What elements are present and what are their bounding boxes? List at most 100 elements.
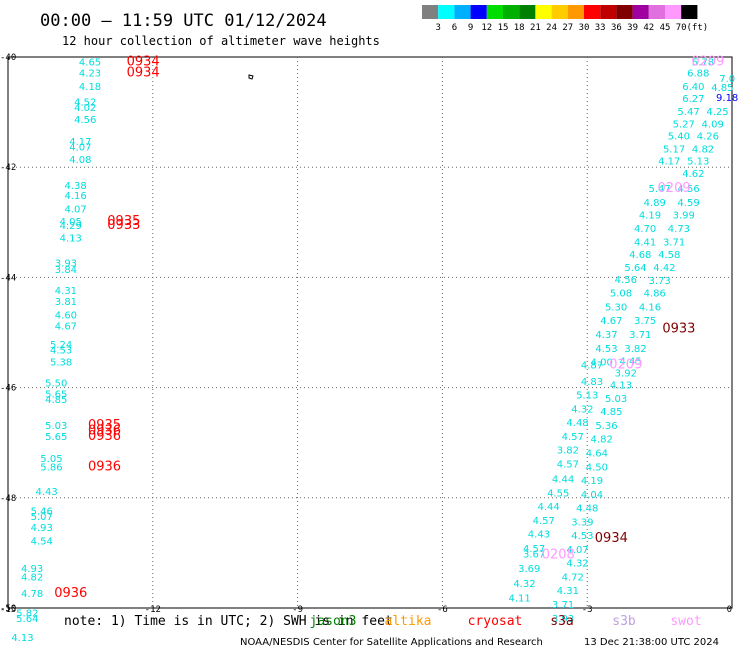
pass-time-label: 0936 [88, 429, 121, 444]
wave-height-value: 4.89 [644, 198, 666, 209]
wave-height-value: 5.50 [45, 378, 67, 389]
colorbar-label: 36 [611, 23, 622, 33]
colorbar-label: 42 [643, 23, 654, 33]
wave-height-value: 4.93 [21, 564, 43, 575]
pass-time-label: 0209 [609, 357, 642, 372]
colorbar-label: 39 [627, 23, 638, 33]
wave-height-value: 4.58 [658, 250, 680, 261]
wave-height-value: 3.71 [663, 237, 685, 248]
wave-height-value: 3.69 [518, 564, 540, 575]
wave-height-value: 4.82 [591, 435, 613, 446]
wave-height-value: 4.19 [581, 476, 603, 487]
wave-height-value: 5.65 [45, 432, 67, 443]
wave-height-value: 4.50 [586, 462, 608, 473]
wave-height-value: 4.56 [677, 184, 699, 195]
colorbar-swatch [551, 5, 568, 19]
wave-height-value: 5.07 [31, 512, 53, 523]
colorbar-label: 9 [468, 23, 473, 33]
y-tick-label: -48 [0, 494, 16, 504]
wave-height-value: 4.53 [595, 344, 617, 355]
y-tick-label: -46 [0, 384, 16, 394]
pass-time-label: 0936 [54, 586, 87, 601]
colorbar-label: (ft) [687, 23, 709, 33]
wave-height-value: 4.44 [552, 474, 574, 485]
x-tick-label: -6 [437, 605, 448, 615]
wave-height-value: 3.92 [615, 369, 637, 380]
wave-height-value: 4.43 [35, 487, 57, 498]
footer-generated: 13 Dec 21:38:00 UTC 2024 [584, 637, 719, 648]
wave-height-value: 5.24 [50, 340, 72, 351]
wave-height-value: 4.45 [620, 356, 642, 367]
wave-height-value: 4.64 [586, 448, 608, 459]
chart-title: 00:00 — 11:59 UTC 01/12/2024 [40, 11, 327, 31]
wave-height-value: 4.42 [653, 263, 675, 274]
y-tick-label: -50 [0, 604, 16, 614]
wave-height-value: 3.93 [55, 258, 77, 269]
wave-height-value: 4.07 [64, 204, 86, 215]
wave-height-value: 4.85 [45, 395, 67, 406]
wave-height-value: 5.08 [610, 289, 632, 300]
wave-height-value: 4.82 [21, 572, 43, 583]
wave-height-value: 5.36 [595, 421, 617, 432]
colorbar-label: 3 [435, 23, 440, 33]
footer-credit: NOAA/NESDIS Center for Satellite Applica… [240, 637, 543, 648]
wave-height-value: 4.83 [581, 377, 603, 388]
wave-height-value: 4.13 [610, 381, 632, 392]
wave-height-value: 4.32 [513, 579, 535, 590]
wave-height-value: 5.40 [668, 132, 690, 143]
wave-height-value: 4.11 [508, 593, 530, 604]
plot-frame [7, 56, 733, 609]
wave-height-value: 4.32 [566, 559, 588, 570]
satellite-legend-item: cryosat [468, 614, 523, 629]
pass-time-label: 0933 [662, 322, 695, 337]
wave-height-value: 6.40 [682, 82, 704, 93]
wave-height-value: 4.57 [557, 459, 579, 470]
colorbar-label: 70 [676, 23, 687, 33]
colorbar-label: 15 [498, 23, 509, 33]
wave-height-value: 3.84 [55, 265, 77, 276]
wave-height-value: 5.13 [576, 391, 598, 402]
wave-height-value: 4.48 [576, 504, 598, 515]
satellite-legend: jason3 altika cryosat s3a s3b swot [310, 614, 702, 629]
wave-height-value: 4.72 [562, 572, 584, 583]
wave-height-value: 4.48 [566, 418, 588, 429]
wave-height-value: 4.16 [639, 302, 661, 313]
colorbar-label: 33 [595, 23, 606, 33]
wave-height-value: 4.17 [658, 156, 680, 167]
satellite-legend-item: swot [670, 614, 701, 629]
wave-height-value: 4.57 [523, 544, 545, 555]
wave-height-value: 4.23 [79, 68, 101, 79]
wave-height-value: 4.04 [581, 490, 603, 501]
x-tick-label: -15 [0, 605, 16, 615]
wave-height-value: 3.71 [552, 600, 574, 611]
wave-height-value: 4.43 [528, 529, 550, 540]
wave-height-value: 6.27 [682, 94, 704, 105]
colorbar-swatch [567, 5, 584, 19]
pass-time-labels: 0934093409350933093509360936093609360209… [54, 54, 724, 601]
wave-height-value: 4.85 [600, 407, 622, 418]
wave-height-value: 4.37 [595, 330, 617, 341]
colorbar-swatch [503, 5, 520, 19]
wave-height-value: 4.32 [571, 404, 593, 415]
pass-time-label: 0209 [691, 54, 724, 69]
wave-height-value: 4.87 [581, 360, 603, 371]
wave-height-value: 5.13 [687, 156, 709, 167]
wave-height-value: 4.68 [629, 250, 651, 261]
colorbar-swatch [632, 5, 649, 19]
wave-height-value: 5.47 [648, 184, 670, 195]
colorbar-swatch [665, 5, 682, 19]
colorbar-swatch [438, 5, 455, 19]
footer-note: note: 1) Time is in UTC; 2) SWH is in fe… [64, 614, 393, 629]
wave-height-value: 5.30 [605, 302, 627, 313]
wave-height-value: 4.78 [21, 589, 43, 600]
wave-height-value: 3.81 [55, 297, 77, 308]
satellite-legend-item: altika [385, 614, 432, 629]
wave-height-value: 3.73 [648, 276, 670, 287]
wave-height-value: 4.00 [591, 358, 613, 369]
colorbar-legend: 3 6 9 12 15 18 21 24 27 30 33 36 39 42 45 70 (ft) [422, 5, 708, 33]
wave-height-value: 3.71 [629, 330, 651, 341]
pass-time-label: 0935 [88, 418, 121, 433]
wave-height-value: 5.78 [692, 57, 714, 68]
pass-time-label: 0936 [88, 423, 121, 438]
